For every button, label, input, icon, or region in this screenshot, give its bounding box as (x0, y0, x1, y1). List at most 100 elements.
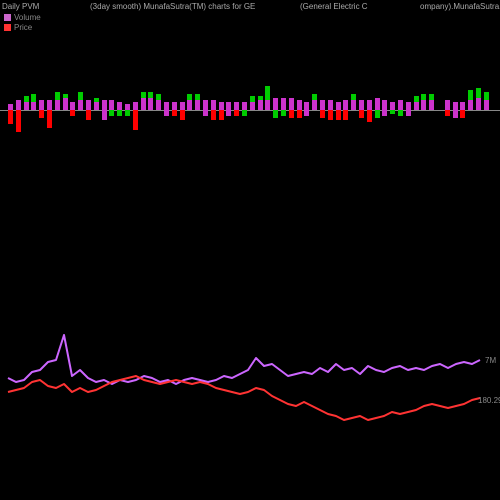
bar-red-down (39, 110, 44, 118)
bar-green-up (476, 88, 481, 98)
bar-magenta-up (109, 100, 114, 110)
bar-green-up (24, 96, 29, 102)
bar-magenta-up (156, 100, 161, 110)
bar-magenta-up (141, 98, 146, 110)
bar-magenta-up (320, 100, 325, 110)
bar-magenta-up (55, 100, 60, 110)
bar-magenta-up (219, 102, 224, 110)
bar-magenta-up (164, 102, 169, 110)
bar-green-up (31, 94, 36, 102)
bar-red-down (180, 110, 185, 120)
bar-magenta-up (476, 98, 481, 110)
bar-magenta-up (180, 102, 185, 110)
header-text: ompany).MunafaSutra. (420, 2, 500, 11)
bar-green-down (375, 110, 380, 118)
bar-red-down (297, 110, 302, 118)
bar-magenta-down (203, 110, 208, 116)
bar-green-up (312, 94, 317, 100)
bar-green-down (390, 110, 395, 114)
bar-green-down (398, 110, 403, 116)
line-label: 7M (485, 356, 496, 365)
line-label: 180.29 (478, 396, 500, 405)
bar-magenta-up (289, 98, 294, 110)
chart-header: Daily PVM (3day smooth) MunafaSutra(TM) c… (0, 2, 500, 16)
bar-green-up (258, 96, 263, 100)
bar-magenta-down (102, 110, 107, 120)
legend-item: Price (4, 22, 41, 32)
bar-magenta-up (421, 100, 426, 110)
legend-item: Volume (4, 12, 41, 22)
bar-red-down (133, 110, 138, 130)
bar-green-up (156, 94, 161, 100)
bar-magenta-up (94, 102, 99, 110)
upper-volume-price-bars (0, 50, 500, 170)
bar-red-down (172, 110, 177, 116)
bar-magenta-up (468, 100, 473, 110)
bar-magenta-down (406, 110, 411, 116)
bar-magenta-up (133, 102, 138, 110)
bar-magenta-up (375, 98, 380, 110)
bar-red-down (47, 110, 52, 128)
bar-red-down (343, 110, 348, 120)
bar-magenta-up (484, 100, 489, 110)
chart-legend: VolumePrice (4, 12, 41, 32)
bar-magenta-up (351, 100, 356, 110)
header-text: (General Electric C (300, 2, 368, 11)
bar-magenta-up (47, 100, 52, 110)
bar-magenta-up (24, 102, 29, 110)
bar-magenta-up (336, 102, 341, 110)
bar-red-down (70, 110, 75, 116)
bar-magenta-up (312, 100, 317, 110)
bar-red-down (86, 110, 91, 120)
bar-magenta-up (359, 100, 364, 110)
bar-magenta-up (117, 102, 122, 110)
bar-green-up (94, 98, 99, 102)
bar-red-down (336, 110, 341, 120)
bar-red-down (445, 110, 450, 116)
bar-green-up (265, 86, 270, 100)
bar-magenta-up (234, 102, 239, 110)
bar-green-up (484, 92, 489, 100)
bar-magenta-up (187, 100, 192, 110)
bar-green-up (55, 92, 60, 100)
bar-magenta-up (398, 100, 403, 110)
bar-magenta-up (453, 102, 458, 110)
bar-magenta-down (453, 110, 458, 118)
bar-magenta-up (273, 98, 278, 110)
bar-magenta-up (203, 100, 208, 110)
bar-red-down (234, 110, 239, 116)
header-text: Daily PVM (2, 2, 39, 11)
bar-magenta-up (265, 100, 270, 110)
bar-green-down (281, 110, 286, 116)
bar-green-down (273, 110, 278, 118)
bar-magenta-down (164, 110, 169, 116)
bar-magenta-up (382, 100, 387, 110)
price-line (8, 376, 480, 420)
legend-swatch (4, 14, 11, 21)
bar-magenta-up (39, 100, 44, 110)
bar-magenta-up (445, 100, 450, 110)
bar-red-down (328, 110, 333, 120)
legend-swatch (4, 24, 11, 31)
bar-magenta-up (250, 102, 255, 110)
bar-green-up (250, 96, 255, 102)
chart-container: Daily PVM (3day smooth) MunafaSutra(TM) c… (0, 0, 500, 500)
header-text: (3day smooth) MunafaSutra(TM) charts for… (90, 2, 255, 11)
volume-line (8, 335, 480, 384)
bar-green-up (421, 94, 426, 100)
bar-red-down (211, 110, 216, 120)
bar-red-down (367, 110, 372, 122)
bar-red-down (289, 110, 294, 118)
bar-magenta-up (172, 102, 177, 110)
bar-red-down (16, 110, 21, 132)
bar-green-up (195, 94, 200, 100)
bar-magenta-down (226, 110, 231, 116)
bar-magenta-down (382, 110, 387, 116)
bar-magenta-up (102, 100, 107, 110)
bar-magenta-up (343, 100, 348, 110)
legend-label: Price (14, 23, 32, 32)
bar-green-down (117, 110, 122, 116)
bar-green-up (63, 94, 68, 98)
lower-line-chart: 7M 180.29 (0, 300, 500, 480)
bar-magenta-up (63, 98, 68, 110)
